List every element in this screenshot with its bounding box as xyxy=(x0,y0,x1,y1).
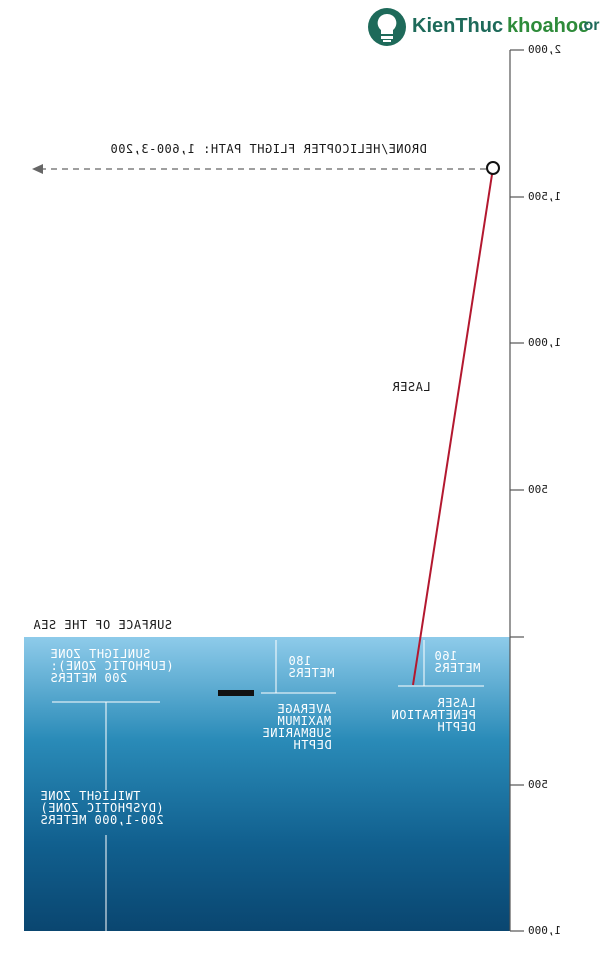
submarine-depth-value: 180 METERS xyxy=(288,654,335,680)
watermark-brand-right: khoahoc xyxy=(507,15,590,37)
tick-label-depth-500: 500 xyxy=(528,778,548,791)
watermark: KienThuc khoahoc .org xyxy=(366,6,600,46)
submarine-depth-label: AVERAGE MAXIMUM SUBMARINE DEPTH xyxy=(262,702,332,752)
submarine-marker xyxy=(218,690,254,696)
axis-ticks xyxy=(510,49,524,932)
watermark-brand-left: KienThuc xyxy=(412,15,504,37)
tick-label-500: 500 xyxy=(528,483,548,496)
laser-label: LASER xyxy=(392,380,431,394)
tick-label-depth-1000: 1,000 xyxy=(528,924,562,937)
flight-path-arrowhead xyxy=(32,164,43,174)
sunlight-zone-label: SUNLIGHT ZONE (EUPHOTIC ZONE): 200 METER… xyxy=(50,647,174,685)
drone-circle xyxy=(486,161,500,175)
twilight-zone-label: TWILIGHT ZONE (DYSPHOTIC ZONE) 200-1,000… xyxy=(40,789,164,827)
watermark-tld: .org xyxy=(579,17,600,34)
tick-label-1500: 1,500 xyxy=(528,190,562,203)
flight-path-label: DRONE/HELICOPTER FLIGHT PATH: 1,600-3,20… xyxy=(110,142,427,156)
laser-depth-value: 160 METERS xyxy=(434,649,481,675)
laser-penetration-label: LASER PENETRATION DEPTH xyxy=(391,696,476,734)
tick-label-1000: 1,000 xyxy=(528,336,562,349)
laser-beam xyxy=(412,167,494,686)
surface-label: SURFACE OF THE SEA xyxy=(33,618,173,632)
tick-label-2000: 2,000 xyxy=(528,43,562,56)
zone-lines xyxy=(52,640,484,931)
lightbulb-logo-icon xyxy=(368,8,406,46)
